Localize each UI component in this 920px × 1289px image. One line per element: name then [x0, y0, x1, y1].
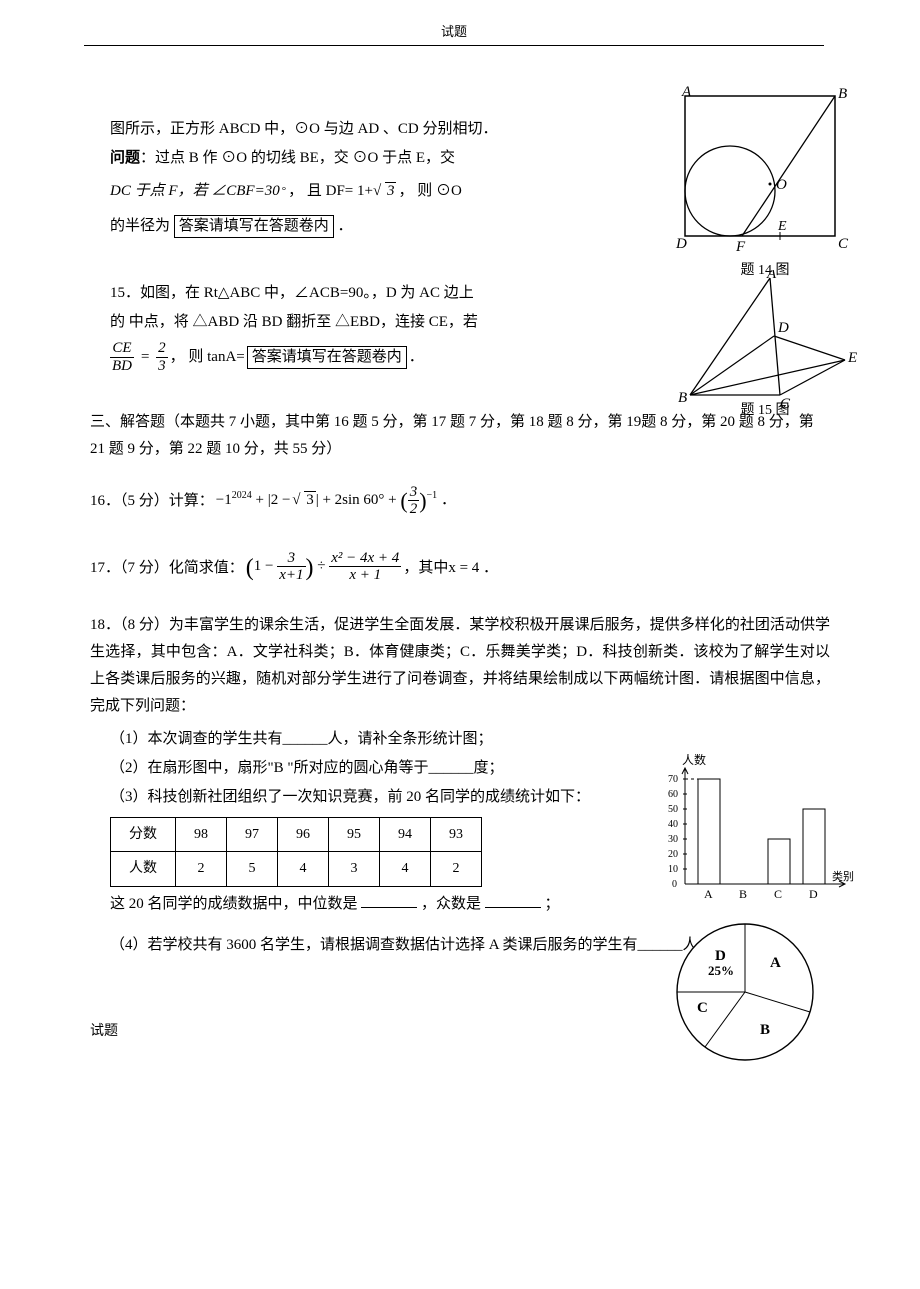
- q15-caption: 题 15 图: [670, 398, 860, 423]
- table-cell: 4: [278, 852, 329, 886]
- q17-prefix: 17．（7 分）化简求值：: [90, 555, 244, 582]
- page: 试题 A B C D O E F 题 14 图 图所示，正方形 ABCD 中，⊙…: [0, 0, 920, 1289]
- q18-s3b-b: ，众数是: [421, 896, 481, 912]
- q15-answer-box: 答案请填写在答题卷内: [247, 346, 407, 369]
- q14-l3a: DC 于点 F，若 ∠CBF=30: [110, 178, 280, 205]
- q15-frac2-num: 2: [156, 340, 168, 358]
- q17: 17．（7 分）化简求值： (1 − 3x+1) ÷ x² − 4x + 4x …: [90, 547, 830, 590]
- svg-text:C: C: [697, 1000, 708, 1016]
- q15-figure: A B C D E 题 15 图: [670, 270, 860, 423]
- q15-block: A B C D E 题 15 图 15．如图，在 Rt△ABC 中，∠ACB=9…: [90, 280, 830, 374]
- svg-text:30: 30: [668, 834, 678, 845]
- q14-deg: °: [282, 182, 286, 202]
- q18-pie-chart: A B C D 25%: [660, 912, 830, 1072]
- blank-median: [361, 892, 417, 908]
- svg-text:60: 60: [668, 789, 678, 800]
- table-cell: 人数: [111, 852, 176, 886]
- svg-text:A: A: [770, 955, 781, 971]
- svg-text:C: C: [774, 887, 782, 901]
- table-cell: 3: [329, 852, 380, 886]
- table-cell: 93: [431, 818, 482, 852]
- q14-l4b: ．: [338, 218, 353, 234]
- svg-text:E: E: [847, 350, 857, 366]
- q16: 16．（5 分）计算： −12024 + |2 − 3| + 2sin 60° …: [90, 481, 830, 521]
- svg-text:D: D: [809, 887, 818, 901]
- svg-text:E: E: [777, 219, 787, 234]
- table-cell: 2: [176, 852, 227, 886]
- svg-text:50: 50: [668, 804, 678, 815]
- q14-l3c: ， 则 ⊙O: [398, 178, 461, 205]
- q18-s1: （1）本次调查的学生共有______人，请补全条形统计图；: [110, 726, 830, 753]
- svg-text:10: 10: [668, 864, 678, 875]
- table-cell: 4: [380, 852, 431, 886]
- q18-s3b-a: 这 20 名同学的成绩数据中，中位数是: [110, 896, 358, 912]
- table-cell: 2: [431, 852, 482, 886]
- svg-text:25%: 25%: [708, 963, 734, 978]
- svg-text:F: F: [735, 239, 746, 255]
- svg-text:A: A: [681, 86, 692, 100]
- table-cell: 95: [329, 818, 380, 852]
- q14-figure: A B C D O E F 题 14 图: [670, 86, 860, 283]
- q16-prefix: 16．（5 分）计算：: [90, 488, 214, 515]
- q17-cond: ，其中x = 4 ．: [403, 555, 498, 582]
- q15-frac2-den: 3: [156, 358, 168, 375]
- svg-text:40: 40: [668, 819, 678, 830]
- q14-l2b: ：过点 B 作 ⊙O 的切线 BE，交 ⊙O 于点 E，交: [140, 150, 455, 166]
- q15-frac1-den: BD: [110, 358, 134, 375]
- svg-text:0: 0: [672, 879, 677, 890]
- svg-text:B: B: [678, 390, 687, 406]
- svg-text:D: D: [675, 236, 687, 252]
- table-cell: 96: [278, 818, 329, 852]
- table-row: 分数 98 97 96 95 94 93: [111, 818, 482, 852]
- q14-block: A B C D O E F 题 14 图 图所示，正方形 ABCD 中，⊙O 与…: [90, 116, 830, 240]
- table-cell: 5: [227, 852, 278, 886]
- table-cell: 94: [380, 818, 431, 852]
- table-cell: 97: [227, 818, 278, 852]
- q14-label: 问题: [110, 150, 140, 166]
- blank-mode: [485, 892, 541, 908]
- svg-text:D: D: [777, 320, 789, 336]
- svg-text:B: B: [739, 887, 747, 901]
- q14-rad: 3: [385, 182, 397, 199]
- table-row: 人数 2 5 4 3 4 2: [111, 852, 482, 886]
- svg-text:A: A: [766, 270, 777, 282]
- svg-text:人数: 人数: [682, 754, 706, 767]
- q15-l3b: ， 则 tanA=: [170, 344, 245, 371]
- q18-s3b-c: ；: [545, 896, 560, 912]
- q18-p1: 18．（8 分）为丰富学生的课余生活，促进学生全面发展．某学校积极开展课后服务，…: [90, 612, 830, 720]
- q18-table: 分数 98 97 96 95 94 93 人数 2 5 4 3 4 2: [110, 817, 482, 886]
- svg-text:70: 70: [668, 774, 678, 785]
- svg-text:B: B: [760, 1022, 770, 1038]
- q14-l3b: ， 且 DF= 1+: [288, 178, 373, 205]
- q14-l4a: 的半径为: [110, 218, 170, 234]
- table-cell: 98: [176, 818, 227, 852]
- svg-text:20: 20: [668, 849, 678, 860]
- q15-l3c: ．: [409, 344, 424, 371]
- q15-frac1-num: CE: [110, 340, 134, 358]
- svg-text:B: B: [838, 86, 847, 102]
- page-header: 试题: [84, 20, 824, 46]
- svg-text:类别: 类别: [832, 869, 854, 883]
- svg-text:A: A: [704, 887, 713, 901]
- q18: 18．（8 分）为丰富学生的课余生活，促进学生全面发展．某学校积极开展课后服务，…: [90, 612, 830, 958]
- svg-text:D: D: [715, 948, 726, 964]
- q18-bar-chart: 人数 0 10 20 30 40 50 60 70: [650, 754, 860, 904]
- q14-answer-box: 答案请填写在答题卷内: [174, 215, 334, 238]
- svg-text:O: O: [776, 177, 787, 193]
- table-cell: 分数: [111, 818, 176, 852]
- svg-text:C: C: [838, 236, 849, 252]
